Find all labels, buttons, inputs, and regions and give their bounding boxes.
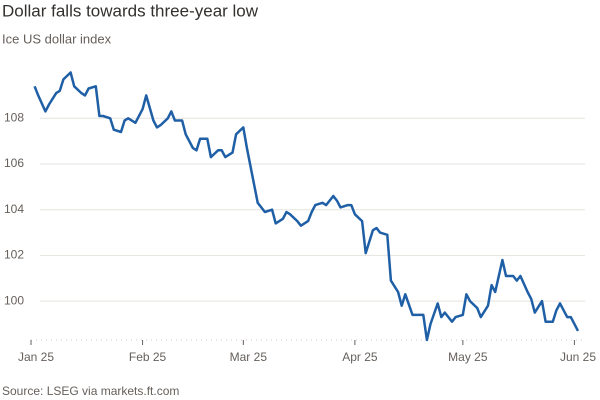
x-tick-label: Apr 25 xyxy=(342,350,378,364)
y-tick-label: 106 xyxy=(4,156,24,170)
x-tick-label: Jun 25 xyxy=(560,350,596,364)
data-line xyxy=(33,71,580,342)
y-tick-label: 104 xyxy=(4,202,24,216)
x-tick-label: May 25 xyxy=(448,350,488,364)
y-tick-label: 102 xyxy=(4,248,24,262)
x-tick-label: Jan 25 xyxy=(18,350,54,364)
source: Source: LSEG via markets.ft.com xyxy=(2,384,179,398)
x-tick-label: Mar 25 xyxy=(230,350,268,364)
chart-subtitle: Ice US dollar index xyxy=(2,31,112,46)
y-tick-label: 108 xyxy=(4,110,24,124)
chart-title: Dollar falls towards three-year low xyxy=(2,1,259,20)
y-tick-label: 100 xyxy=(4,293,24,307)
x-tick-label: Feb 25 xyxy=(129,350,167,364)
